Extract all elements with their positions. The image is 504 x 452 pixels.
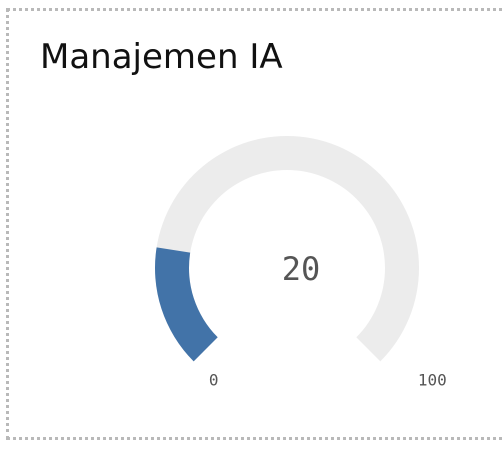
gauge-value-label: 20 (282, 250, 321, 288)
chart-title: Manajemen IA (40, 37, 283, 77)
panel-border (6, 8, 504, 440)
gauge-max-label: 100 (418, 370, 447, 389)
gauge-value-arc (155, 247, 218, 362)
gauge-min-label: 0 (209, 370, 219, 389)
gauge-track (155, 136, 420, 362)
